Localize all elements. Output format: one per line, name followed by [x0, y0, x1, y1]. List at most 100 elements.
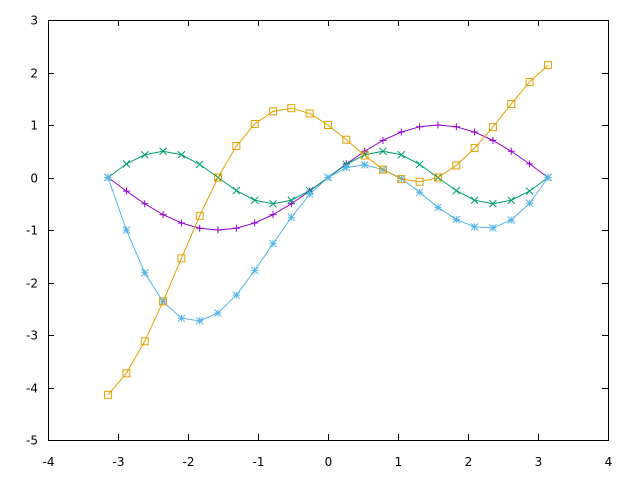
data-point-cross: [232, 186, 241, 195]
data-point-asterisk: [122, 226, 131, 234]
data-point-square: [122, 369, 131, 378]
data-point-cross: [195, 160, 204, 169]
data-point-asterisk: [195, 316, 204, 325]
data-point-plus: [159, 211, 167, 219]
data-point-asterisk: [140, 268, 149, 277]
data-point-plus: [141, 200, 149, 208]
data-point-cross: [159, 147, 167, 156]
data-point-plus: [526, 160, 534, 168]
data-point-plus: [251, 219, 259, 227]
data-point-asterisk: [470, 222, 479, 231]
data-point-asterisk: [250, 266, 259, 275]
data-point-cross: [287, 196, 296, 205]
series-layer: [104, 61, 552, 399]
data-point-square: [488, 123, 497, 132]
data-point-asterisk: [305, 190, 314, 199]
x-tick-label: -3: [113, 455, 125, 469]
data-point-plus: [416, 123, 424, 131]
data-point-plus: [232, 224, 240, 232]
series-line: [107, 64, 549, 396]
data-point-asterisk: [489, 224, 497, 232]
data-point-square: [159, 297, 168, 306]
y-tick-label: -1: [26, 224, 38, 238]
data-point-square: [360, 151, 369, 160]
data-point-asterisk: [324, 173, 332, 182]
data-point-cross: [452, 186, 461, 195]
data-point-plus: [361, 147, 369, 155]
data-point-square: [324, 121, 332, 129]
data-point-cross: [507, 196, 516, 205]
data-point-plus: [489, 136, 497, 144]
x-tick-label: 1: [395, 455, 403, 469]
data-point-cross: [470, 196, 479, 205]
data-point-cross: [177, 150, 186, 159]
x-tick-label: 2: [465, 455, 473, 469]
y-tick-label: -2: [26, 277, 38, 291]
data-point-square: [232, 142, 241, 150]
plot-frame: [48, 20, 609, 441]
data-point-square: [214, 173, 223, 182]
data-point-asterisk: [525, 199, 534, 208]
data-point-plus: [122, 187, 130, 195]
data-point-asterisk: [232, 291, 241, 299]
x-tick-label: 3: [535, 455, 543, 469]
data-point-asterisk: [342, 163, 351, 172]
data-point-asterisk: [415, 188, 424, 197]
data-point-cross: [415, 160, 424, 169]
data-point-square: [415, 177, 424, 186]
data-point-square: [342, 135, 351, 144]
data-point-asterisk: [507, 216, 516, 224]
data-point-asterisk: [177, 314, 186, 323]
data-point-cross: [489, 199, 497, 208]
data-point-square: [177, 254, 186, 263]
data-point-plus: [434, 121, 442, 129]
series-3: [104, 161, 552, 325]
data-point-plus: [269, 211, 277, 219]
data-point-cross: [269, 199, 277, 208]
data-point-square: [104, 390, 113, 399]
data-point-square: [543, 61, 552, 70]
data-point-square: [378, 165, 387, 174]
data-point-asterisk: [269, 239, 277, 248]
data-point-square: [433, 173, 442, 182]
data-point-plus: [196, 224, 204, 232]
data-point-square: [305, 109, 314, 118]
x-tick-label: 4: [605, 455, 613, 469]
data-point-square: [140, 337, 149, 346]
data-point-plus: [379, 136, 387, 144]
data-point-square: [250, 119, 259, 128]
data-point-cross: [379, 147, 387, 156]
data-point-plus: [287, 200, 295, 208]
y-tick-label: 0: [30, 172, 38, 186]
data-point-plus: [507, 147, 515, 155]
data-point-square: [287, 104, 296, 113]
series-4: [104, 61, 552, 399]
data-point-cross: [140, 150, 149, 159]
y-axis-tick-labels: 3 2 1 0 -1 -2 -3 -4 -5: [26, 14, 38, 448]
data-point-plus: [397, 128, 405, 136]
data-point-square: [525, 77, 534, 86]
data-point-asterisk: [287, 213, 296, 222]
y-tick-label: -3: [26, 329, 38, 343]
y-tick-label: 3: [30, 14, 38, 28]
series-line: [107, 164, 549, 322]
data-point-square: [195, 211, 204, 220]
data-point-asterisk: [104, 173, 112, 182]
data-point-plus: [452, 123, 460, 131]
data-point-cross: [397, 150, 406, 159]
data-point-cross: [305, 186, 314, 195]
data-point-plus: [471, 128, 479, 136]
data-point-square: [507, 100, 516, 108]
data-point-plus: [214, 226, 222, 234]
x-tick-label: -2: [183, 455, 195, 469]
data-point-asterisk: [544, 173, 552, 182]
x-axis-tick-labels: -4 -3 -2 -1 0 1 2 3 4: [43, 455, 613, 469]
data-point-asterisk: [452, 215, 461, 224]
data-point-square: [452, 161, 461, 170]
data-point-cross: [250, 196, 259, 205]
data-point-square: [470, 144, 479, 153]
data-point-asterisk: [434, 203, 442, 212]
y-tick-label: -5: [26, 434, 38, 448]
data-point-cross: [122, 160, 131, 168]
